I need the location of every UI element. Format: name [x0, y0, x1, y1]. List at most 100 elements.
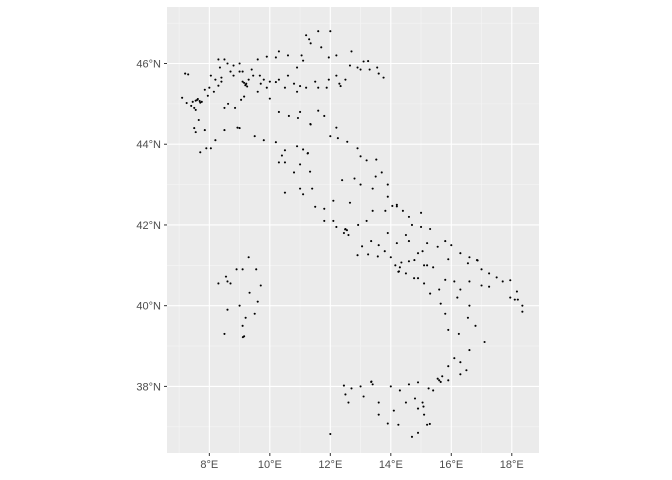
map-point — [416, 407, 420, 410]
map-point — [277, 50, 280, 53]
map-point — [302, 193, 305, 196]
map-point — [342, 231, 345, 235]
map-point — [214, 139, 217, 142]
map-point — [227, 102, 230, 105]
map-point — [397, 423, 400, 426]
map-point — [203, 88, 206, 91]
x-tick-label: 10°E — [258, 459, 282, 471]
y-axis: 38°N 40°N 42°N 44°N 46°N — [136, 59, 167, 393]
map-point — [447, 365, 450, 368]
map-point — [209, 74, 212, 77]
map-point — [344, 78, 347, 81]
map-point — [376, 66, 379, 69]
map-point — [308, 38, 311, 41]
map-point — [223, 58, 226, 61]
map-point — [277, 110, 280, 113]
map-point — [185, 102, 188, 105]
map-point — [238, 62, 241, 65]
map-point — [323, 219, 326, 222]
map-point — [368, 68, 371, 71]
map-point — [447, 258, 450, 261]
map-point — [255, 268, 258, 271]
map-point — [432, 266, 435, 269]
map-point — [362, 395, 365, 398]
map-point — [335, 74, 338, 77]
map-point — [299, 163, 302, 166]
map-point — [416, 277, 420, 280]
map-point — [200, 100, 203, 103]
map-point — [422, 405, 425, 408]
map-point — [317, 86, 320, 89]
map-point — [344, 393, 347, 396]
map-point — [359, 155, 362, 158]
map-point — [468, 256, 471, 259]
map-point — [521, 304, 524, 307]
map-point — [509, 296, 512, 299]
map-point — [256, 90, 259, 93]
map-point — [335, 225, 338, 229]
map-point — [314, 80, 317, 83]
map-point — [209, 147, 212, 150]
map-point — [444, 240, 447, 243]
map-point — [371, 187, 374, 190]
map-point — [203, 129, 206, 132]
x-tick-label: 14°E — [379, 459, 403, 471]
map-point — [357, 223, 360, 226]
map-point — [283, 191, 287, 194]
map-point — [311, 187, 314, 190]
map-point — [488, 272, 491, 275]
map-point — [283, 161, 287, 164]
map-point — [323, 114, 326, 118]
map-point — [256, 300, 259, 303]
map-point — [317, 109, 320, 112]
map-point — [356, 254, 359, 257]
map-point — [475, 259, 479, 262]
map-point — [208, 86, 211, 89]
map-point — [515, 290, 518, 293]
map-point — [259, 82, 262, 85]
map-point — [444, 312, 447, 315]
map-points — [181, 30, 524, 438]
y-tick-label: 40°N — [136, 301, 161, 313]
map-point — [232, 64, 235, 67]
map-point — [395, 242, 398, 245]
map-point — [306, 152, 309, 155]
map-point — [459, 361, 462, 364]
map-point — [299, 187, 302, 190]
map-point — [394, 264, 397, 267]
map-point — [509, 279, 512, 282]
map-point — [397, 270, 400, 273]
map-point — [400, 261, 403, 264]
map-point — [350, 387, 353, 390]
map-point — [395, 205, 398, 208]
map-point — [181, 96, 184, 99]
map-point — [253, 312, 256, 315]
map-point — [365, 219, 368, 222]
map-point — [212, 90, 215, 93]
map-point — [277, 78, 280, 81]
map-point — [253, 135, 256, 138]
y-tick-label: 46°N — [136, 59, 161, 71]
map-point — [401, 209, 404, 212]
map-point — [386, 422, 389, 425]
map-point — [386, 183, 389, 186]
map-point — [420, 225, 423, 229]
map-point — [495, 276, 498, 279]
map-point — [416, 252, 420, 255]
map-point — [197, 118, 200, 122]
map-point — [274, 56, 277, 59]
map-point — [217, 58, 220, 61]
map-point — [296, 145, 299, 148]
map-point — [283, 86, 287, 89]
map-point — [453, 280, 456, 283]
map-point — [377, 244, 380, 247]
map-point — [456, 296, 459, 299]
y-tick-label: 44°N — [136, 139, 161, 151]
map-point — [245, 82, 248, 85]
map-point — [432, 389, 435, 392]
map-point — [236, 126, 239, 129]
map-point — [243, 81, 246, 84]
map-point — [248, 291, 251, 294]
map-point — [348, 64, 352, 67]
map-point — [327, 56, 330, 59]
